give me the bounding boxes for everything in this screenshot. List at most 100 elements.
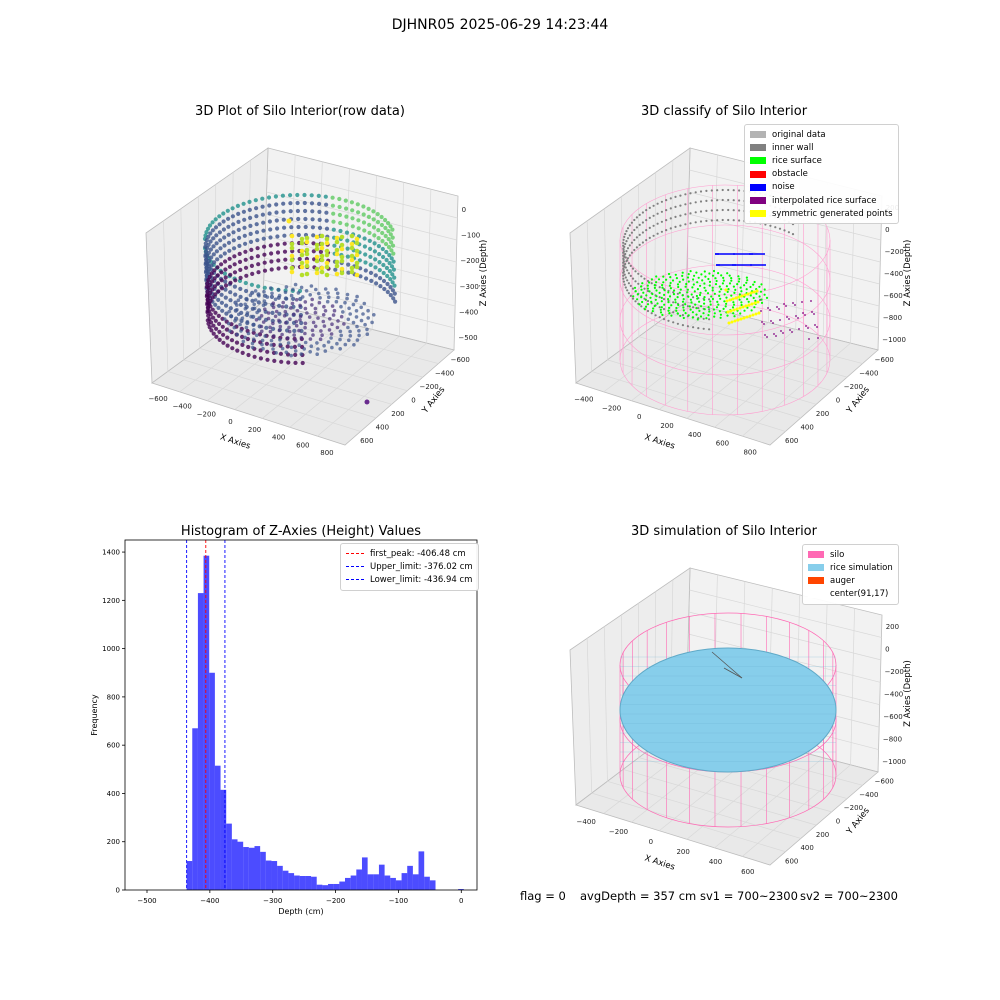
data-point: [247, 199, 252, 204]
data-point: [334, 299, 339, 304]
data-point: [632, 295, 635, 298]
data-point: [749, 294, 752, 297]
y-tick-label: 600: [785, 437, 798, 445]
data-point: [291, 287, 295, 292]
legend-entry: rice simulation: [808, 561, 893, 574]
data-point: [622, 258, 625, 261]
data-point: [326, 291, 330, 295]
data-point: [324, 240, 330, 246]
raw-3d-axes: −600−400−20002004006008006004002000−200−…: [145, 147, 489, 457]
data-point: [349, 257, 355, 263]
data-point: [317, 225, 323, 230]
data-point: [349, 241, 355, 247]
data-point: [249, 282, 254, 287]
data-point: [708, 284, 711, 287]
data-point: [326, 340, 331, 344]
data-point: [275, 234, 280, 239]
data-point: [293, 349, 298, 353]
grid-line: [163, 220, 169, 372]
data-point: [629, 284, 632, 287]
data-point: [254, 318, 259, 322]
data-point: [716, 199, 719, 202]
data-point: [309, 201, 315, 206]
data-point: [319, 269, 325, 275]
data-point: [721, 218, 724, 222]
data-point: [361, 212, 366, 217]
data-point: [660, 306, 663, 309]
data-point: [292, 333, 297, 337]
data-point: [622, 274, 625, 277]
data-point: [289, 253, 295, 259]
data-point: [322, 343, 326, 348]
data-point: [228, 298, 233, 303]
z-tick-label: 0: [462, 206, 466, 214]
data-point: [226, 232, 231, 237]
legend-swatch: [808, 551, 824, 559]
data-point: [251, 345, 255, 350]
data-point: [208, 298, 213, 303]
data-point: [378, 284, 383, 289]
data-point: [272, 334, 276, 338]
data-point: [318, 249, 323, 254]
data-point: [218, 246, 223, 251]
data-point: [636, 298, 639, 301]
data-point: [738, 199, 741, 202]
data-point: [286, 341, 291, 345]
data-point: [297, 328, 301, 333]
data-point: [351, 320, 356, 325]
data-point: [719, 297, 722, 300]
data-point: [269, 267, 274, 272]
data-point: [676, 296, 679, 299]
data-point: [224, 303, 229, 308]
data-point: [651, 310, 654, 313]
data-point: [699, 200, 703, 203]
data-point: [689, 308, 692, 311]
data-point: [752, 264, 754, 266]
x-tick-label: 800: [320, 449, 333, 457]
data-point: [210, 228, 215, 233]
data-point: [640, 305, 643, 308]
legend-entry: center(91,17): [808, 588, 893, 601]
data-point: [227, 248, 232, 253]
grid-line: [426, 189, 432, 344]
data-point: [645, 239, 648, 242]
data-point: [237, 312, 241, 317]
data-point: [681, 314, 685, 317]
data-point: [650, 312, 653, 315]
data-point: [670, 314, 673, 317]
data-point: [711, 286, 714, 289]
data-point: [210, 220, 215, 225]
data-point: [625, 260, 628, 263]
data-point: [357, 333, 361, 338]
data-point: [797, 317, 799, 319]
data-point: [245, 320, 250, 324]
data-point: [705, 317, 708, 320]
data-point: [319, 257, 325, 263]
data-point: [668, 312, 671, 315]
data-point: [728, 264, 730, 266]
y-tick-label: −200: [419, 383, 438, 391]
data-point: [327, 295, 331, 300]
data-point: [698, 300, 701, 303]
data-point: [390, 243, 396, 248]
data-point: [645, 209, 648, 212]
data-point: [687, 280, 690, 283]
data-point: [734, 296, 738, 300]
data-point: [686, 305, 690, 308]
data-point: [686, 276, 690, 279]
data-point: [252, 354, 257, 359]
data-point: [252, 322, 256, 327]
data-point: [338, 337, 342, 342]
data-point: [742, 316, 746, 320]
data-point: [282, 249, 288, 254]
data-point: [346, 325, 350, 330]
data-point: [667, 272, 671, 276]
data-point: [282, 241, 287, 246]
data-point: [631, 267, 635, 270]
data-point: [232, 325, 237, 330]
data-point: [228, 272, 233, 277]
data-point: [292, 344, 297, 349]
data-point: [357, 329, 361, 333]
data-point: [628, 244, 631, 247]
data-point: [741, 253, 743, 255]
